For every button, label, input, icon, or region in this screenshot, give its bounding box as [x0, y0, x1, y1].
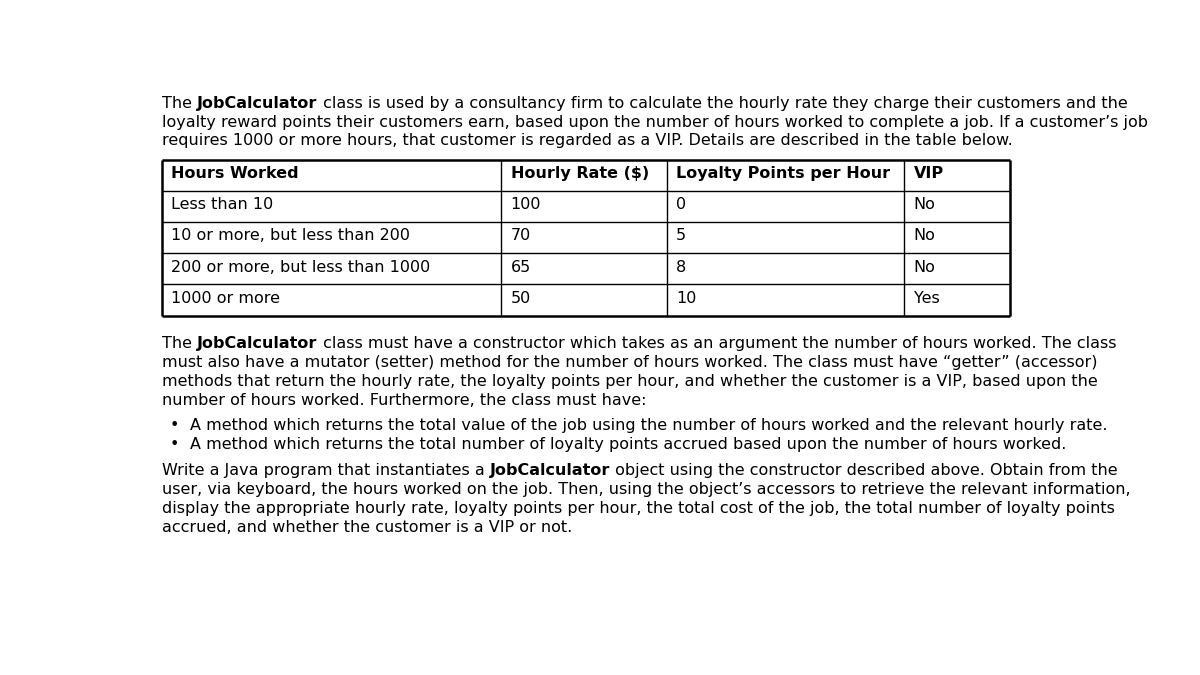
Text: JobCalculator: JobCalculator	[197, 96, 318, 111]
Text: Less than 10: Less than 10	[172, 197, 274, 212]
Text: user, via keyboard, the hours worked on the job. Then, using the object’s access: user, via keyboard, the hours worked on …	[162, 482, 1130, 497]
Text: Yes: Yes	[913, 291, 940, 306]
Text: 100: 100	[511, 197, 541, 212]
Text: 200 or more, but less than 1000: 200 or more, but less than 1000	[172, 259, 431, 275]
Text: 0: 0	[676, 197, 686, 212]
Text: A method which returns the total value of the job using the number of hours work: A method which returns the total value o…	[190, 418, 1108, 433]
Text: methods that return the hourly rate, the loyalty points per hour, and whether th: methods that return the hourly rate, the…	[162, 375, 1098, 389]
Text: •: •	[169, 418, 179, 433]
Text: The: The	[162, 336, 197, 352]
Text: 70: 70	[511, 228, 530, 244]
Text: accrued, and whether the customer is a VIP or not.: accrued, and whether the customer is a V…	[162, 520, 572, 535]
Text: The: The	[162, 96, 197, 111]
Text: requires 1000 or more hours, that customer is regarded as a VIP. Details are des: requires 1000 or more hours, that custom…	[162, 134, 1013, 148]
Text: Hourly Rate ($): Hourly Rate ($)	[511, 166, 649, 181]
Text: Hours Worked: Hours Worked	[172, 166, 299, 181]
Text: No: No	[913, 197, 936, 212]
Text: object using the constructor described above. Obtain from the: object using the constructor described a…	[611, 463, 1118, 479]
Text: Loyalty Points per Hour: Loyalty Points per Hour	[676, 166, 890, 181]
Text: class must have a constructor which takes as an argument the number of hours wor: class must have a constructor which take…	[318, 336, 1116, 352]
Text: Write a Java program that instantiates a: Write a Java program that instantiates a	[162, 463, 490, 479]
Text: 1000 or more: 1000 or more	[172, 291, 281, 306]
Text: 65: 65	[511, 259, 530, 275]
Text: display the appropriate hourly rate, loyalty points per hour, the total cost of : display the appropriate hourly rate, loy…	[162, 502, 1115, 516]
Text: class is used by a consultancy firm to calculate the hourly rate they charge the: class is used by a consultancy firm to c…	[318, 96, 1127, 111]
Text: JobCalculator: JobCalculator	[490, 463, 611, 479]
Text: A method which returns the total number of loyalty points accrued based upon the: A method which returns the total number …	[190, 437, 1067, 452]
Text: 50: 50	[511, 291, 530, 306]
Text: No: No	[913, 228, 936, 244]
Text: •: •	[169, 437, 179, 452]
Text: No: No	[913, 259, 936, 275]
Text: VIP: VIP	[913, 166, 943, 181]
Text: loyalty reward points their customers earn, based upon the number of hours worke: loyalty reward points their customers ea…	[162, 115, 1148, 130]
Text: 5: 5	[676, 228, 686, 244]
Text: number of hours worked. Furthermore, the class must have:: number of hours worked. Furthermore, the…	[162, 394, 647, 408]
Text: must also have a mutator (setter) method for the number of hours worked. The cla: must also have a mutator (setter) method…	[162, 356, 1098, 371]
Text: 8: 8	[676, 259, 686, 275]
Text: 10: 10	[676, 291, 696, 306]
Text: 10 or more, but less than 200: 10 or more, but less than 200	[172, 228, 410, 244]
Text: JobCalculator: JobCalculator	[197, 336, 318, 352]
